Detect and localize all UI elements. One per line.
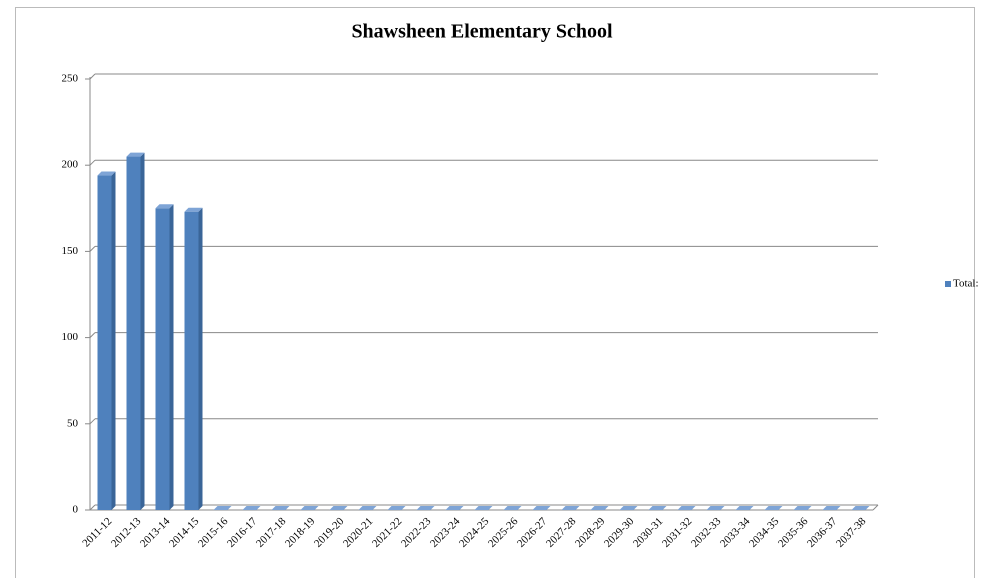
bar [127, 157, 141, 510]
legend-label: Total: K-5 [953, 278, 981, 290]
bar-side [112, 172, 116, 510]
legend-marker [945, 281, 951, 287]
bar-side [170, 204, 174, 510]
bar-side [199, 208, 203, 510]
bar-group [156, 204, 174, 510]
bar-group [98, 172, 116, 510]
chart-title: Shawsheen Elementary School [351, 21, 613, 43]
bar-side [141, 153, 145, 510]
bar [156, 208, 170, 510]
y-tick-label: 100 [62, 331, 79, 343]
y-tick-label: 200 [62, 159, 79, 171]
bar [185, 212, 199, 510]
bar-group [127, 153, 145, 510]
y-tick-label: 0 [73, 504, 79, 516]
bar [98, 176, 112, 510]
y-tick-label: 50 [67, 417, 79, 429]
y-tick-label: 250 [62, 73, 79, 85]
bar-group [185, 208, 203, 510]
y-tick-label: 150 [62, 245, 79, 257]
